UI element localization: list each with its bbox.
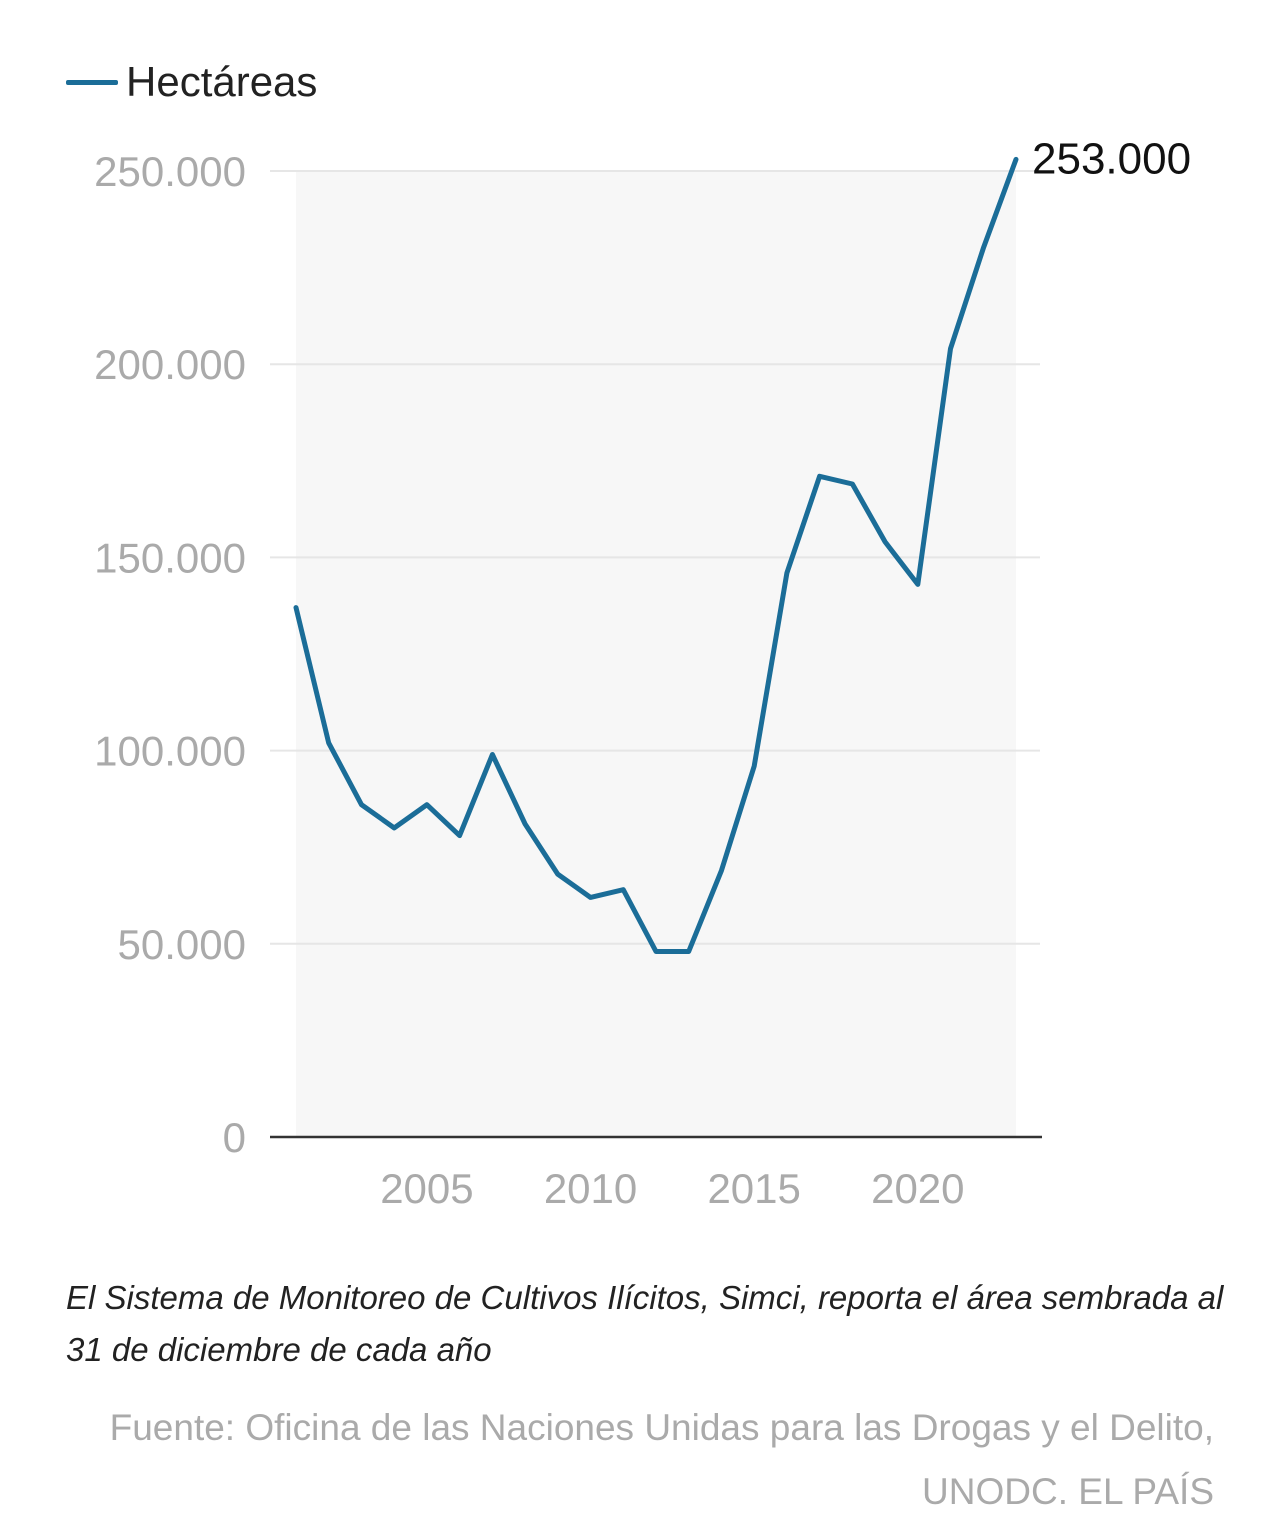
end-value-label: 253.000	[1032, 134, 1191, 183]
plot-background	[296, 171, 1016, 1137]
x-tick-label: 2020	[871, 1165, 964, 1212]
y-tick-label: 0	[223, 1114, 246, 1161]
y-tick-label: 200.000	[94, 341, 246, 388]
x-tick-label: 2010	[544, 1165, 637, 1212]
source-note: Fuente: Oficina de las Naciones Unidas p…	[74, 1396, 1214, 1524]
y-tick-label: 150.000	[94, 534, 246, 581]
chart-caption: El Sistema de Monitoreo de Cultivos Ilíc…	[66, 1272, 1226, 1376]
y-tick-label: 50.000	[118, 921, 246, 968]
line-chart: 0 50.000 100.000 150.000 200.000 250.000 2005 2…	[0, 0, 1280, 1260]
x-tick-label: 2015	[707, 1165, 800, 1212]
x-tick-label: 2005	[380, 1165, 473, 1212]
y-tick-label: 100.000	[94, 728, 246, 775]
y-tick-label: 250.000	[94, 148, 246, 195]
